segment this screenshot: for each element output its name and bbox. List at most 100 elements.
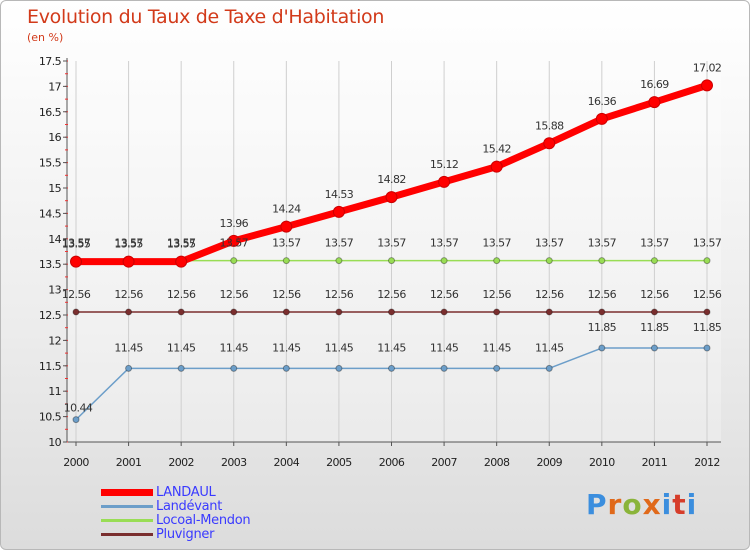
- data-label: 14.82: [377, 173, 406, 186]
- data-label: 13.57: [640, 237, 669, 250]
- data-label: 12.56: [377, 288, 406, 301]
- data-point: [595, 112, 608, 125]
- y-tick-label: 11.5: [39, 360, 62, 373]
- y-tick-label: 15: [48, 182, 61, 195]
- x-tick-label: 2005: [326, 456, 352, 469]
- data-label: 12.56: [325, 288, 354, 301]
- data-point: [335, 257, 343, 265]
- data-label: 16.36: [588, 95, 617, 108]
- data-point: [598, 344, 606, 352]
- x-tick-label: 2007: [431, 456, 457, 469]
- data-point: [335, 364, 343, 372]
- logo-letter: t: [672, 488, 687, 521]
- data-point: [230, 257, 238, 265]
- data-point: [703, 308, 711, 316]
- legend-label: Landévant: [156, 499, 222, 514]
- x-tick-label: 2002: [168, 456, 194, 469]
- data-label: 11.45: [114, 341, 143, 354]
- data-point: [440, 364, 448, 372]
- data-point: [230, 308, 238, 316]
- data-label: 15.88: [535, 119, 564, 132]
- data-point: [177, 364, 185, 372]
- legend-label: Pluvigner: [156, 527, 215, 542]
- data-point: [388, 308, 395, 316]
- data-label: 11.45: [167, 341, 196, 354]
- data-point: [650, 257, 658, 265]
- data-point: [125, 308, 133, 316]
- x-tick-label: 2012: [694, 456, 720, 469]
- data-label: 11.45: [482, 341, 511, 354]
- data-point: [227, 234, 240, 247]
- data-point: [280, 220, 293, 233]
- data-label: 13.55: [114, 238, 143, 251]
- logo-letter: i: [686, 488, 698, 521]
- data-point: [440, 308, 448, 316]
- y-tick-label: 17: [48, 80, 61, 93]
- x-tick-label: 2001: [116, 456, 142, 469]
- x-tick-label: 2011: [642, 456, 668, 469]
- y-tick-label: 14.5: [39, 207, 62, 220]
- data-point: [440, 257, 448, 265]
- data-label: 13.57: [220, 237, 249, 250]
- data-label: 12.56: [220, 288, 249, 301]
- logo-letter: i: [661, 488, 673, 521]
- y-tick-label: 11: [48, 385, 61, 398]
- data-label: 11.45: [430, 341, 459, 354]
- data-label: 13.57: [114, 237, 143, 250]
- x-tick-label: 2000: [63, 456, 89, 469]
- data-label: 11.45: [535, 341, 564, 354]
- data-label: 15.42: [482, 143, 511, 156]
- data-label: 12.56: [482, 288, 511, 301]
- data-point: [70, 255, 82, 268]
- y-tick-label: 14: [48, 233, 61, 246]
- y-tick-label: 10.5: [39, 411, 62, 424]
- data-point: [122, 255, 135, 268]
- data-label: 12.56: [272, 288, 301, 301]
- data-point: [175, 255, 188, 268]
- data-point: [598, 308, 606, 316]
- data-label: 13.57: [272, 237, 301, 250]
- data-label: 15.12: [430, 158, 459, 171]
- legend-swatch: [101, 519, 153, 522]
- data-label: 17.02: [693, 61, 722, 74]
- data-point: [282, 364, 290, 372]
- data-point: [703, 257, 711, 265]
- data-label: 11.85: [640, 321, 669, 334]
- data-point: [282, 257, 290, 265]
- logo-letter: P: [586, 488, 608, 521]
- y-tick-label: 13: [48, 284, 61, 297]
- data-point: [177, 308, 185, 316]
- data-point: [385, 191, 398, 204]
- data-point: [545, 308, 553, 316]
- data-label: 13.57: [535, 237, 564, 250]
- data-point: [493, 308, 501, 316]
- legend-swatch: [101, 505, 153, 508]
- data-label: 13.57: [693, 237, 722, 250]
- data-point: [493, 364, 501, 372]
- y-tick-label: 12.5: [39, 309, 62, 322]
- legend-label: Locoal-Mendon: [156, 513, 251, 528]
- x-tick-label: 2003: [221, 456, 247, 469]
- data-label: 12.56: [167, 288, 196, 301]
- data-label: 13.57: [377, 237, 406, 250]
- data-label: 11.85: [588, 321, 617, 334]
- data-label: 11.85: [693, 321, 722, 334]
- y-tick-label: 10: [48, 436, 61, 449]
- chart-title: Evolution du Taux de Taxe d'Habitation: [27, 6, 385, 28]
- data-point: [703, 344, 711, 352]
- x-tick-label: 2006: [379, 456, 405, 469]
- plot-area: [67, 61, 721, 442]
- legend-label: LANDAUL: [156, 485, 216, 500]
- data-label: 12.56: [430, 288, 459, 301]
- data-label: 14.53: [325, 188, 354, 201]
- legend-swatch: [101, 489, 153, 496]
- logo-letter: x: [642, 488, 662, 521]
- data-label: 13.57: [167, 237, 196, 250]
- y-tick-label: 15.5: [39, 157, 62, 170]
- data-point: [125, 364, 133, 372]
- y-tick-label: 16.5: [39, 106, 62, 119]
- data-label: 12.56: [62, 288, 91, 301]
- logo-letter: o: [622, 488, 643, 521]
- y-axis-unit-label: (en %): [27, 31, 64, 44]
- data-point: [230, 364, 238, 372]
